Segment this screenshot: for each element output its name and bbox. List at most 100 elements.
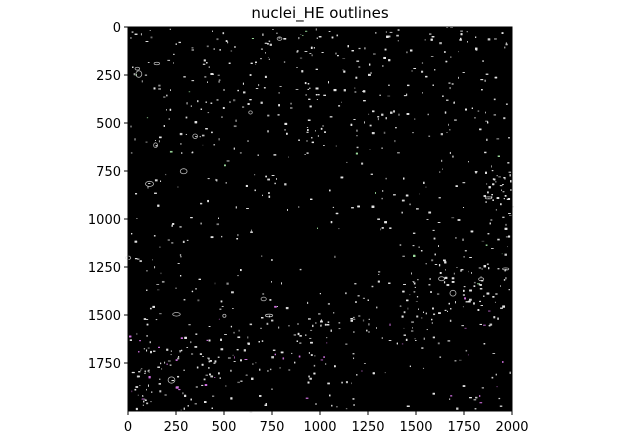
nucleus-outline (163, 96, 166, 98)
nucleus-outline (449, 319, 452, 322)
nucleus-outline (325, 363, 327, 365)
nucleus-outline (218, 79, 221, 81)
nucleus-outline (137, 394, 139, 396)
nucleus-outline (290, 102, 292, 105)
nucleus-outline (320, 320, 323, 323)
nucleus-outline (146, 402, 149, 405)
nucleus-outline (139, 385, 141, 386)
nucleus-outline (504, 177, 506, 180)
nucleus-outline (245, 374, 248, 376)
nucleus-outline (506, 198, 510, 200)
nucleus-outline (358, 66, 361, 68)
nucleus-outline (244, 359, 248, 360)
nucleus-outline (356, 60, 360, 63)
nucleus-outline (185, 133, 188, 135)
nucleus-outline (136, 332, 138, 335)
nucleus-outline (505, 42, 507, 44)
nucleus-outline (458, 51, 459, 53)
nucleus-outline (195, 386, 198, 388)
nucleus-outline (301, 34, 304, 37)
nucleus-outline (401, 211, 403, 214)
nucleus-outline (401, 199, 405, 202)
nucleus-outline (335, 406, 338, 408)
nucleus-outline (179, 168, 188, 175)
nucleus-outline (308, 375, 310, 378)
nucleus-outline (505, 268, 507, 270)
nucleus-outline (418, 246, 420, 248)
nucleus-outline (492, 296, 495, 298)
nucleus-outline (397, 40, 399, 42)
nucleus-outline (495, 373, 497, 376)
x-tick-label: 2000 (495, 420, 528, 435)
nucleus-outline (403, 177, 405, 180)
nucleus-outline (216, 179, 218, 182)
nucleus-outline (505, 223, 507, 226)
nucleus-outline (307, 301, 309, 304)
nucleus-outline (204, 401, 207, 403)
nucleus-outline (450, 395, 453, 397)
nucleus-outline (317, 94, 320, 96)
nucleus-outline (295, 89, 299, 90)
nucleus-outline (469, 289, 472, 292)
nucleus-outline (355, 301, 357, 303)
nucleus-outline (158, 346, 160, 348)
nucleus-outline (257, 154, 259, 156)
nucleus-outline (184, 336, 187, 339)
nucleus-outline (446, 99, 449, 101)
nucleus-outline (182, 240, 185, 243)
nucleus-outline (388, 35, 391, 38)
nucleus-outline (310, 46, 313, 49)
nucleus-outline (414, 118, 416, 120)
nucleus-outline (173, 53, 175, 55)
nucleus-outline (329, 394, 331, 397)
nucleus-outline (276, 178, 277, 180)
nucleus-outline (334, 255, 336, 258)
nucleus-outline (331, 36, 334, 39)
nucleus-outline (140, 33, 142, 36)
nucleus-outline (305, 30, 308, 32)
nucleus-outline (208, 358, 210, 360)
nucleus-outline (155, 140, 156, 141)
nucleus-outline (444, 111, 447, 114)
nucleus-outline (331, 404, 333, 407)
nucleus-outline (217, 356, 220, 358)
nucleus-outline (479, 402, 483, 404)
nucleus-outline (299, 268, 302, 271)
nucleus-outline (492, 178, 495, 180)
nucleus-outline (443, 51, 446, 53)
nucleus-outline (371, 285, 374, 288)
nucleus-outline (262, 293, 265, 295)
nucleus-outline (453, 101, 455, 104)
nucleus-outline (246, 208, 249, 209)
nucleus-outline (202, 144, 204, 146)
nucleus-outline (260, 327, 262, 329)
nucleus-outline (157, 366, 160, 368)
nucleus-outline (509, 174, 511, 177)
nucleus-outline (461, 325, 464, 327)
nucleus-outline (210, 375, 214, 378)
nucleus-outline (196, 366, 199, 369)
nucleus-outline (191, 80, 195, 82)
nucleus-outline (305, 334, 307, 336)
nucleus-outline (421, 317, 423, 319)
nucleus-outline (409, 203, 411, 206)
nucleus-outline (206, 339, 209, 341)
nucleus-outline (309, 53, 312, 54)
nucleus-outline (146, 270, 148, 272)
nucleus-outline (431, 259, 434, 262)
nucleus-outline (427, 113, 429, 116)
nucleus-outline (416, 208, 419, 210)
nucleus-outline (151, 391, 153, 393)
nucleus-outline (135, 407, 138, 411)
nucleus-outline (389, 323, 391, 326)
nucleus-outline (405, 93, 408, 96)
nucleus-outline (288, 156, 289, 158)
nucleus-outline (503, 177, 506, 179)
nucleus-outline (145, 180, 154, 187)
nucleus-outline (433, 237, 436, 240)
nucleus-outline (138, 375, 140, 378)
nucleus-outline (208, 326, 211, 327)
nucleus-outline (169, 108, 172, 111)
nucleus-outline (437, 222, 441, 223)
